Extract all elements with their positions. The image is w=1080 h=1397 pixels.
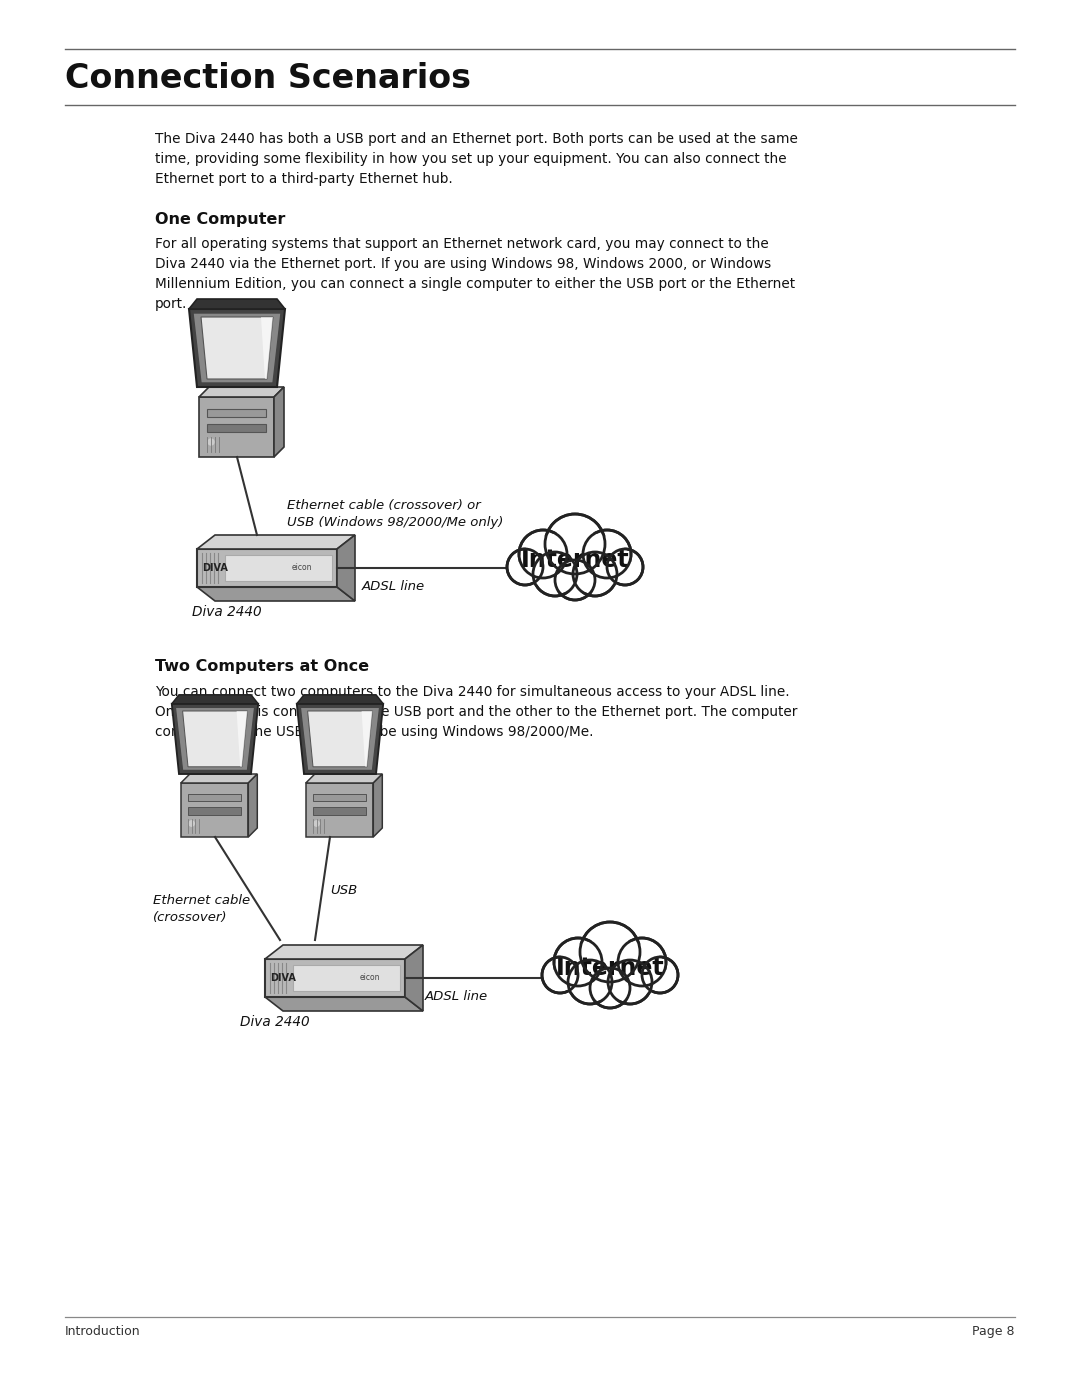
Circle shape	[554, 937, 602, 986]
Polygon shape	[297, 694, 383, 704]
Circle shape	[642, 957, 678, 993]
Polygon shape	[308, 711, 373, 767]
Text: Internet: Internet	[521, 548, 630, 571]
Text: Two Computers at Once: Two Computers at Once	[156, 659, 369, 673]
Polygon shape	[180, 782, 248, 837]
Polygon shape	[313, 807, 366, 814]
Polygon shape	[362, 711, 373, 767]
Text: ADSL line: ADSL line	[362, 580, 426, 592]
Polygon shape	[261, 317, 273, 379]
Polygon shape	[172, 694, 258, 704]
Text: One Computer: One Computer	[156, 212, 285, 226]
Circle shape	[555, 560, 595, 599]
Polygon shape	[225, 555, 332, 581]
Polygon shape	[207, 425, 266, 432]
Ellipse shape	[555, 940, 665, 1000]
Polygon shape	[265, 944, 423, 958]
Text: Ethernet cable
(crossover): Ethernet cable (crossover)	[153, 894, 251, 923]
Circle shape	[208, 439, 214, 446]
Text: Diva 2440: Diva 2440	[240, 1016, 310, 1030]
Circle shape	[580, 922, 640, 982]
Polygon shape	[293, 965, 400, 992]
Polygon shape	[265, 958, 405, 997]
Text: ADSL line: ADSL line	[426, 990, 488, 1003]
Text: For all operating systems that support an Ethernet network card, you may connect: For all operating systems that support a…	[156, 237, 795, 312]
Polygon shape	[175, 707, 255, 770]
Polygon shape	[337, 535, 355, 601]
Circle shape	[607, 549, 643, 585]
Polygon shape	[197, 587, 355, 601]
Polygon shape	[188, 807, 241, 814]
Circle shape	[542, 957, 578, 993]
Polygon shape	[306, 782, 374, 837]
Text: DIVA: DIVA	[270, 972, 296, 983]
Circle shape	[590, 968, 630, 1009]
Polygon shape	[248, 774, 257, 837]
Polygon shape	[183, 711, 247, 767]
Polygon shape	[300, 707, 379, 770]
Text: Connection Scenarios: Connection Scenarios	[65, 61, 471, 95]
Text: eicon: eicon	[292, 563, 312, 573]
Polygon shape	[193, 313, 281, 383]
Circle shape	[314, 821, 320, 826]
Polygon shape	[199, 397, 274, 457]
Text: USB: USB	[330, 884, 357, 897]
Text: You can connect two computers to the Diva 2440 for simultaneous access to your A: You can connect two computers to the Div…	[156, 685, 797, 739]
Circle shape	[545, 514, 605, 574]
Polygon shape	[201, 317, 273, 379]
Polygon shape	[199, 387, 284, 397]
Polygon shape	[172, 704, 258, 774]
Circle shape	[618, 937, 666, 986]
Text: DIVA: DIVA	[202, 563, 228, 573]
Text: Ethernet cable (crossover) or
USB (Windows 98/2000/Me only): Ethernet cable (crossover) or USB (Windo…	[287, 499, 503, 529]
Circle shape	[583, 529, 631, 578]
Polygon shape	[207, 409, 266, 416]
Polygon shape	[189, 299, 285, 309]
Polygon shape	[180, 774, 257, 782]
Ellipse shape	[519, 532, 630, 592]
Text: Introduction: Introduction	[65, 1324, 140, 1338]
Circle shape	[608, 960, 652, 1004]
Circle shape	[534, 552, 577, 597]
Polygon shape	[374, 774, 382, 837]
Circle shape	[507, 549, 543, 585]
Text: Page 8: Page 8	[972, 1324, 1015, 1338]
Circle shape	[568, 960, 612, 1004]
Polygon shape	[405, 944, 423, 1011]
Polygon shape	[306, 774, 382, 782]
Text: Internet: Internet	[556, 956, 664, 981]
Circle shape	[519, 529, 567, 578]
Polygon shape	[197, 535, 355, 549]
Polygon shape	[265, 997, 423, 1011]
Polygon shape	[274, 387, 284, 457]
Circle shape	[189, 821, 194, 826]
Polygon shape	[189, 309, 285, 387]
Polygon shape	[188, 793, 241, 800]
Text: eicon: eicon	[360, 974, 380, 982]
Text: Diva 2440: Diva 2440	[192, 605, 261, 619]
Polygon shape	[313, 793, 366, 800]
Circle shape	[573, 552, 617, 597]
Polygon shape	[197, 549, 337, 587]
Polygon shape	[297, 704, 383, 774]
Text: The Diva 2440 has both a USB port and an Ethernet port. Both ports can be used a: The Diva 2440 has both a USB port and an…	[156, 131, 798, 186]
Polygon shape	[237, 711, 247, 767]
